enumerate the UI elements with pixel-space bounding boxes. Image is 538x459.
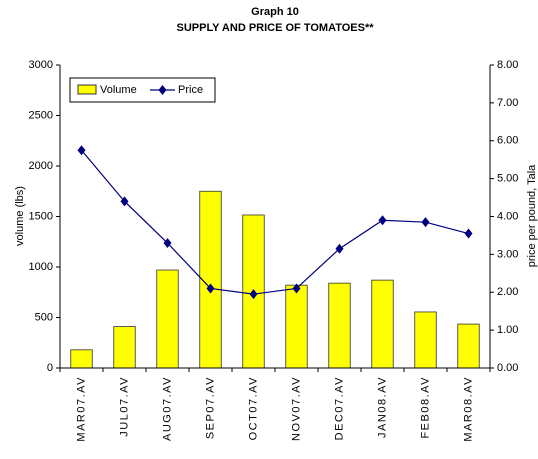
- y-tick-label: 0: [47, 362, 53, 374]
- price-marker: [292, 283, 301, 294]
- y-axis-label: volume (lbs): [14, 186, 26, 246]
- y-tick-label: 3000: [29, 59, 53, 71]
- bar: [457, 323, 480, 369]
- bar: [113, 326, 136, 369]
- y2-tick-label: 2.00: [497, 286, 518, 298]
- y2-tick-label: 3.00: [497, 248, 518, 260]
- y2-tick-label: 5.00: [497, 173, 518, 185]
- x-tick-label: MAR07.AV: [75, 376, 87, 442]
- legend-label: Volume: [100, 84, 137, 96]
- y2-tick-label: 4.00: [497, 210, 518, 222]
- price-marker: [77, 145, 86, 156]
- y2-axis-label: price per pound, Tala: [526, 164, 538, 267]
- x-tick-label: OCT07.AV: [247, 376, 259, 440]
- legend-label: Price: [178, 84, 203, 96]
- bar: [70, 349, 93, 369]
- y2-tick-label: 8.00: [497, 59, 518, 71]
- y-tick-label: 2500: [29, 109, 53, 121]
- y-tick-label: 1000: [29, 261, 53, 273]
- price-marker: [163, 238, 172, 249]
- chart-subtitle: SUPPLY AND PRICE OF TOMATOES**: [176, 22, 374, 34]
- price-marker: [421, 217, 430, 228]
- bar: [156, 269, 179, 369]
- y2-tick-label: 7.00: [497, 97, 518, 109]
- x-tick-label: AUG07.AV: [161, 376, 173, 441]
- y-tick-label: 1500: [29, 210, 53, 222]
- x-tick-label: JUL07.AV: [118, 376, 130, 437]
- bar: [328, 282, 351, 369]
- x-tick-label: SEP07.AV: [204, 376, 216, 439]
- x-tick-label: JAN08.AV: [376, 376, 388, 438]
- bar: [199, 190, 222, 369]
- price-marker: [249, 289, 258, 300]
- price-marker: [206, 283, 215, 294]
- chart-title: Graph 10: [251, 6, 299, 18]
- x-tick-label: DEC07.AV: [333, 376, 345, 440]
- x-tick-label: NOV07.AV: [290, 376, 302, 441]
- y2-tick-label: 6.00: [497, 135, 518, 147]
- price-marker: [335, 243, 344, 254]
- legend-swatch: [77, 84, 97, 95]
- x-tick-label: MAR08.AV: [462, 376, 474, 442]
- price-marker: [464, 228, 473, 239]
- y2-tick-label: 0.00: [497, 362, 518, 374]
- bar: [414, 311, 437, 369]
- bar: [285, 284, 308, 369]
- price-marker: [120, 196, 129, 207]
- y-tick-label: 500: [35, 311, 53, 323]
- y-tick-label: 2000: [29, 160, 53, 172]
- price-line: [81, 149, 469, 295]
- legend-marker: [158, 85, 167, 95]
- y2-tick-label: 1.00: [497, 324, 518, 336]
- bar: [371, 279, 394, 369]
- x-tick-label: FEB08.AV: [419, 376, 431, 439]
- price-marker: [378, 215, 387, 226]
